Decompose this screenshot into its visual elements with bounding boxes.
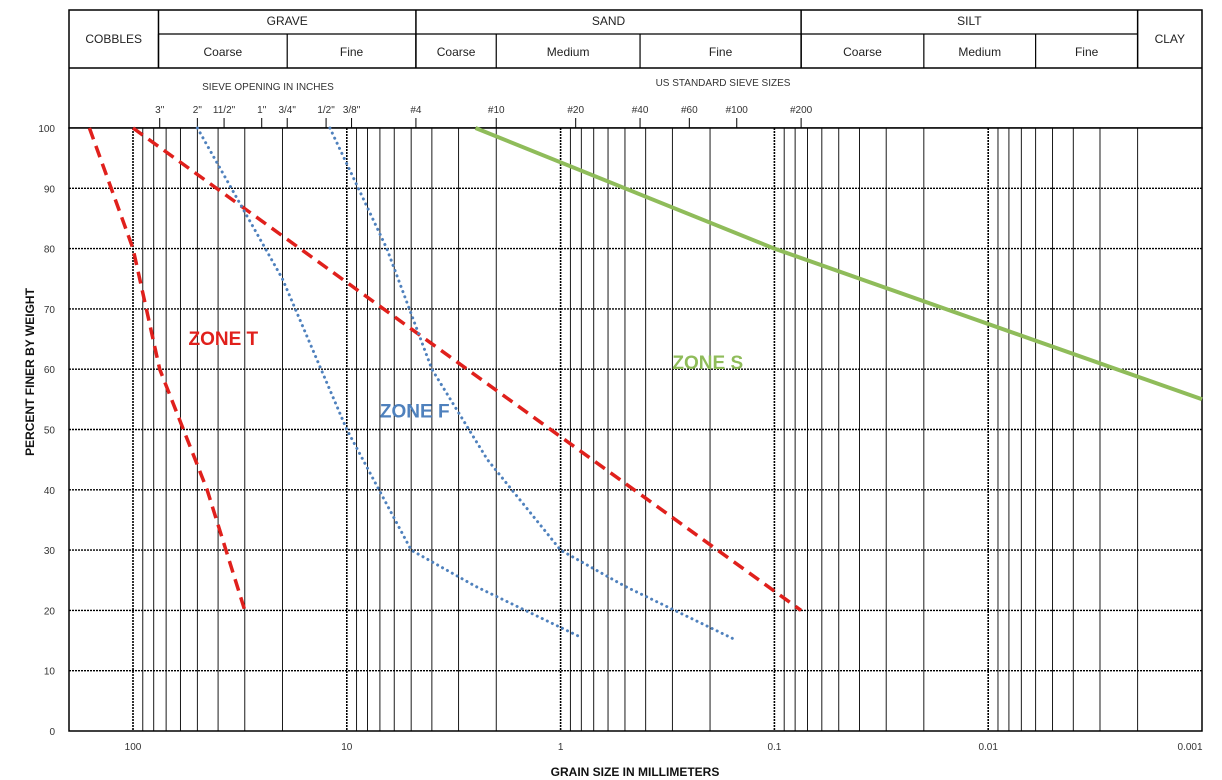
y-tick-label: 100 (38, 124, 55, 135)
sieve-label: #40 (632, 105, 649, 116)
sieve-label: 3" (155, 105, 165, 116)
x-tick-label: 100 (125, 742, 142, 753)
y-axis-title: PERCENT FINER BY WEIGHT (23, 287, 37, 455)
soil-class-label: SILT (957, 14, 982, 28)
series-line-dashed (131, 126, 803, 612)
soil-class-label: COBBLES (85, 32, 142, 46)
sieve-sizes-header: US STANDARD SIEVE SIZES (656, 78, 791, 89)
series-line-dashed (87, 127, 247, 611)
y-tick-label: 50 (44, 426, 56, 437)
classification-header: COBBLES GRAVE SAND SILT CLAY Coarse Fine Coarse… (68, 9, 1203, 129)
soil-subclass-label: Coarse (843, 45, 882, 59)
soil-class-label: CLAY (1155, 32, 1185, 46)
axes: 100 10 1 0.1 0.01 0.001 0 10 20 30 40 50 60 70 80 90 10… (23, 124, 1203, 779)
x-axis-title: GRAIN SIZE IN MILLIMETERS (551, 765, 720, 779)
y-tick-label: 70 (44, 305, 56, 316)
series-line-dotted (328, 126, 739, 642)
soil-subclass-label: Coarse (437, 45, 476, 59)
sieve-label: #20 (567, 105, 584, 116)
soil-subclass-label: Medium (547, 45, 590, 59)
y-tick-label: 40 (44, 486, 56, 497)
sieve-label: #4 (410, 105, 422, 116)
y-tick-label: 90 (44, 184, 56, 195)
sieve-opening-header: SIEVE OPENING IN INCHES (202, 82, 334, 93)
y-tick-label: 10 (44, 667, 56, 678)
sieve-label: 1" (257, 105, 267, 116)
y-tick-label: 60 (44, 365, 56, 376)
soil-subclass-label: Coarse (203, 45, 242, 59)
sieve-label: #10 (488, 105, 505, 116)
soil-subclass-label: Medium (958, 45, 1001, 59)
x-tick-label: 10 (341, 742, 353, 753)
x-tick-label: 0.1 (767, 742, 781, 753)
y-tick-label: 0 (49, 727, 55, 738)
x-tick-label: 0.001 (1177, 742, 1202, 753)
soil-subclass-label: Fine (1075, 45, 1099, 59)
sieve-label: #60 (681, 105, 698, 116)
soil-subclass-label: Fine (340, 45, 364, 59)
sieve-label: 11/2" (213, 105, 236, 116)
sieve-label: 2" (193, 105, 203, 116)
sieve-label: 1/2" (317, 105, 335, 116)
soil-class-label: SAND (592, 14, 626, 28)
sieve-label: #100 (726, 105, 749, 116)
sieve-label: 3/8" (343, 105, 361, 116)
soil-class-label: GRAVE (267, 14, 308, 28)
zone-label: ZONE S (672, 353, 743, 374)
zone-label: ZONE T (189, 329, 259, 350)
series-line-dotted (195, 126, 583, 639)
y-tick-label: 20 (44, 606, 56, 617)
sieve-label: 3/4" (278, 105, 296, 116)
x-tick-label: 0.01 (978, 742, 998, 753)
y-tick-label: 30 (44, 546, 56, 557)
header-frame (68, 9, 1203, 129)
x-tick-label: 1 (558, 742, 564, 753)
plot-area: ZONE T ZONE F ZONE S (68, 126, 1203, 732)
series-line-solid (474, 126, 1203, 402)
y-tick-label: 80 (44, 245, 56, 256)
zone-label: ZONE F (380, 401, 450, 422)
sieve-label: #200 (790, 105, 813, 116)
soil-subclass-label: Fine (709, 45, 733, 59)
